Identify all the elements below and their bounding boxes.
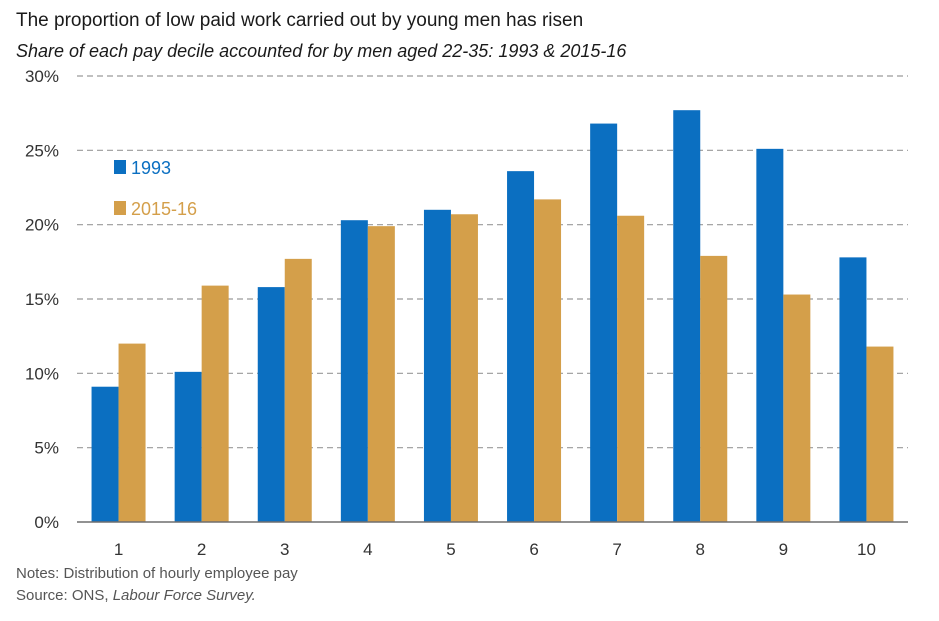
chart-notes: Notes: Distribution of hourly employee p… (16, 565, 298, 582)
bar-2015-16 (700, 255, 728, 523)
bar-1993 (340, 220, 368, 522)
bar-2015-16 (783, 294, 811, 522)
bar-2015-16 (450, 214, 478, 522)
bar-1993 (423, 209, 451, 523)
legend-label: 1993 (131, 158, 171, 178)
legend-swatch (114, 160, 126, 174)
bar-chart: 0% 5% 10% 15% 20% 25% 30% 1 2 3 4 5 6 7 8 9 10 1993 2015-1… (25, 67, 908, 559)
x-tick-label: 9 (779, 540, 788, 559)
bar-1993 (590, 123, 618, 522)
chart-subtitle: Share of each pay decile accounted for b… (16, 41, 627, 61)
legend-label: 2015-16 (131, 199, 197, 219)
y-tick-label: 5% (34, 439, 59, 458)
bar-2015-16 (534, 199, 562, 523)
bar-2015-16 (284, 258, 312, 522)
legend-swatch (114, 201, 126, 215)
x-tick-label: 8 (696, 540, 705, 559)
x-tick-label: 3 (280, 540, 289, 559)
source-prefix: Source: ONS, (16, 587, 113, 604)
y-tick-label: 0% (34, 513, 59, 532)
x-tick-label: 2 (197, 540, 206, 559)
y-tick-label: 20% (25, 216, 59, 235)
bar-2015-16 (866, 346, 894, 522)
y-tick-label: 10% (25, 364, 59, 383)
source-name: Labour Force Survey. (112, 587, 256, 604)
y-tick-label: 15% (25, 290, 59, 309)
bar-1993 (91, 386, 119, 522)
y-tick-label: 25% (25, 141, 59, 160)
x-tick-label: 4 (363, 540, 372, 559)
bar-2015-16 (201, 285, 229, 522)
bar-1993 (507, 171, 535, 522)
bar-1993 (756, 148, 784, 522)
bar-2015-16 (617, 215, 645, 522)
chart-source: Source: ONS, Labour Force Survey. (16, 587, 256, 604)
x-tick-label: 10 (857, 540, 876, 559)
bar-2015-16 (118, 343, 146, 522)
y-tick-label: 30% (25, 67, 59, 86)
x-tick-label: 5 (446, 540, 455, 559)
bar-1993 (673, 110, 701, 523)
x-tick-label: 6 (529, 540, 538, 559)
bar-1993 (174, 371, 202, 522)
x-tick-label: 1 (114, 540, 123, 559)
chart-title: The proportion of low paid work carried … (16, 10, 584, 31)
bar-1993 (839, 257, 867, 522)
x-tick-label: 7 (612, 540, 621, 559)
bar-2015-16 (367, 226, 395, 523)
bar-1993 (257, 287, 285, 522)
